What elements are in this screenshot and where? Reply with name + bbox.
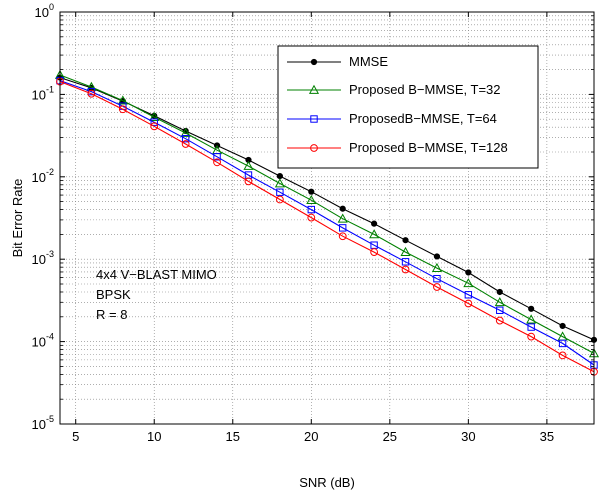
series-line <box>59 80 595 366</box>
x-axis-title: SNR (dB) <box>299 475 355 490</box>
series-1 <box>54 69 600 358</box>
data-point <box>181 140 190 148</box>
data-point <box>558 339 567 348</box>
data-point <box>433 253 441 260</box>
series-layer <box>54 69 600 376</box>
data-point <box>464 291 473 299</box>
annotation-line: 4x4 V−BLAST MIMO <box>96 267 217 282</box>
series-line <box>59 77 595 341</box>
data-point <box>181 134 190 143</box>
y-tick-label: 10-5 <box>32 414 54 432</box>
data-point <box>463 278 474 288</box>
data-point <box>307 213 316 222</box>
data-point <box>464 299 473 308</box>
legend-label-t32: Proposed B−MMSE, T=32 <box>349 82 501 97</box>
y-tick-label: 10-1 <box>32 84 54 102</box>
data-point <box>244 177 253 186</box>
data-point <box>339 224 347 232</box>
legend: MMSE Proposed B−MMSE, T=32 ProposedB−MMS… <box>277 45 539 169</box>
data-point <box>310 144 318 152</box>
y-axis-title: Bit Error Rate <box>10 179 25 258</box>
data-point <box>370 248 379 256</box>
data-point <box>496 288 503 296</box>
data-point <box>87 89 96 98</box>
series-0 <box>56 74 598 343</box>
data-point <box>339 205 346 212</box>
data-point <box>117 95 128 105</box>
x-tick-label: 5 <box>72 429 79 444</box>
series-line <box>59 81 595 373</box>
data-point <box>433 274 441 283</box>
data-point <box>276 188 284 196</box>
series-2 <box>56 76 598 369</box>
data-point <box>558 351 567 360</box>
data-point <box>243 160 254 170</box>
data-point <box>276 172 283 180</box>
data-point <box>310 58 318 66</box>
data-point <box>401 265 410 274</box>
data-point <box>274 178 285 188</box>
data-point <box>528 305 535 312</box>
data-point <box>338 232 347 241</box>
plot-frame <box>59 11 595 425</box>
data-point <box>496 306 504 314</box>
data-point <box>495 316 504 325</box>
data-point <box>400 246 411 256</box>
data-point <box>433 283 441 291</box>
series-3 <box>56 77 598 376</box>
data-point <box>118 105 127 114</box>
x-tick-label: 10 <box>147 429 161 444</box>
legend-label-mmse: MMSE <box>349 54 388 69</box>
y-tick-label: 10-2 <box>32 167 54 185</box>
data-point <box>308 188 315 195</box>
data-point <box>150 122 159 131</box>
data-point <box>494 297 505 307</box>
data-point <box>337 213 348 223</box>
x-tick-label: 20 <box>304 429 318 444</box>
data-point <box>369 229 380 239</box>
x-tick-label: 35 <box>540 429 554 444</box>
data-point <box>431 262 442 272</box>
data-point <box>371 220 378 227</box>
legend-label-t64: ProposedB−MMSE, T=64 <box>349 111 497 126</box>
annotation: 4x4 V−BLAST MIMO BPSK R = 8 <box>96 267 217 322</box>
data-point <box>180 127 191 137</box>
legend-samples <box>287 58 341 152</box>
data-point <box>275 195 284 204</box>
annotation-line: R = 8 <box>96 307 127 322</box>
x-tick-label: 25 <box>383 429 397 444</box>
data-point <box>402 237 409 244</box>
legend-label-t128: Proposed B−MMSE, T=128 <box>349 140 508 155</box>
data-point <box>401 258 410 266</box>
data-point <box>213 158 221 167</box>
x-tick-label: 15 <box>226 429 240 444</box>
data-point <box>310 115 318 123</box>
data-point <box>308 84 320 94</box>
x-tick-label: 30 <box>461 429 475 444</box>
data-point <box>149 111 160 121</box>
y-tick-label: 10-4 <box>32 332 54 350</box>
y-tick-label: 100 <box>35 2 54 20</box>
series-line <box>59 74 595 354</box>
data-point <box>526 314 537 324</box>
data-point <box>307 205 315 214</box>
data-point <box>527 323 535 331</box>
data-point <box>306 194 317 205</box>
data-point <box>465 269 472 276</box>
annotation-line: BPSK <box>96 287 131 302</box>
y-tick-label: 10-3 <box>32 249 54 267</box>
data-point <box>559 322 566 330</box>
data-point <box>150 118 158 126</box>
data-point <box>213 153 221 161</box>
data-point <box>527 332 536 341</box>
